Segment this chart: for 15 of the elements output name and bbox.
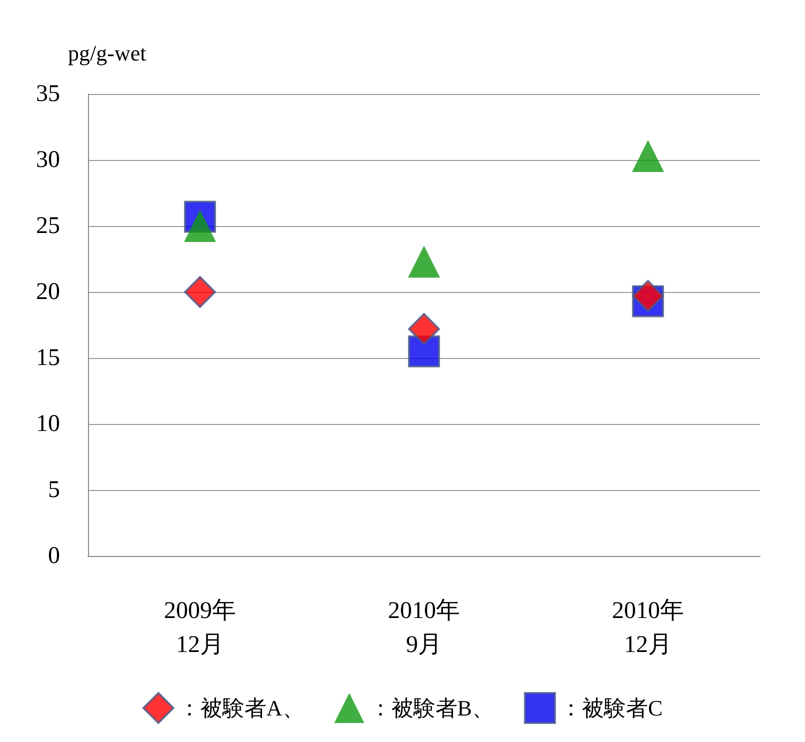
y-tick-label: 35 [36, 81, 60, 107]
y-tick-label: 25 [36, 213, 60, 239]
y-tick-label: 30 [36, 147, 60, 173]
legend-label: ：被験者A、 [178, 696, 304, 720]
legend-label: ：被験者C [560, 696, 663, 720]
legend-label: ：被験者B、 [369, 696, 494, 720]
y-tick-label: 20 [36, 279, 60, 305]
y-tick-label: 0 [48, 543, 60, 569]
y-axis-title: pg/g-wet [68, 40, 146, 66]
x-tick-label: 2010年 9月 [388, 598, 460, 658]
y-tick-label: 5 [48, 477, 60, 503]
y-tick-label: 10 [36, 411, 60, 437]
x-tick-label: 2009年 12月 [164, 598, 236, 658]
x-tick-label: 2010年 12月 [612, 598, 684, 658]
y-tick-label: 15 [36, 345, 60, 371]
